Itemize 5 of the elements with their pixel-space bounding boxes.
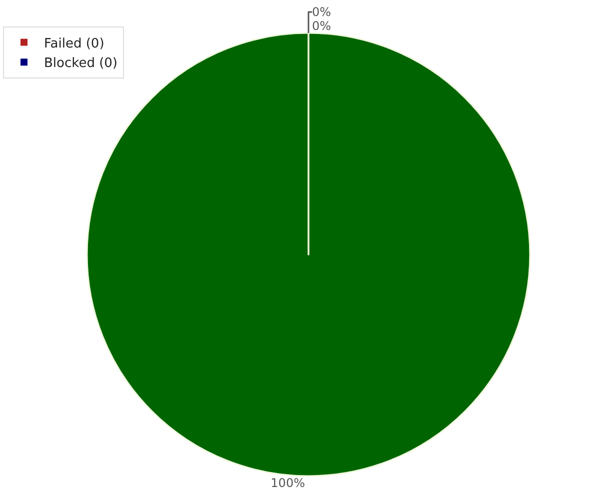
- text: 0%: [312, 19, 332, 34]
- text: 0%: [312, 5, 332, 20]
- data-label: 100%: [270, 476, 305, 490]
- legend-label: Failed (0): [44, 36, 104, 52]
- legend-label: Blocked (0): [44, 56, 118, 72]
